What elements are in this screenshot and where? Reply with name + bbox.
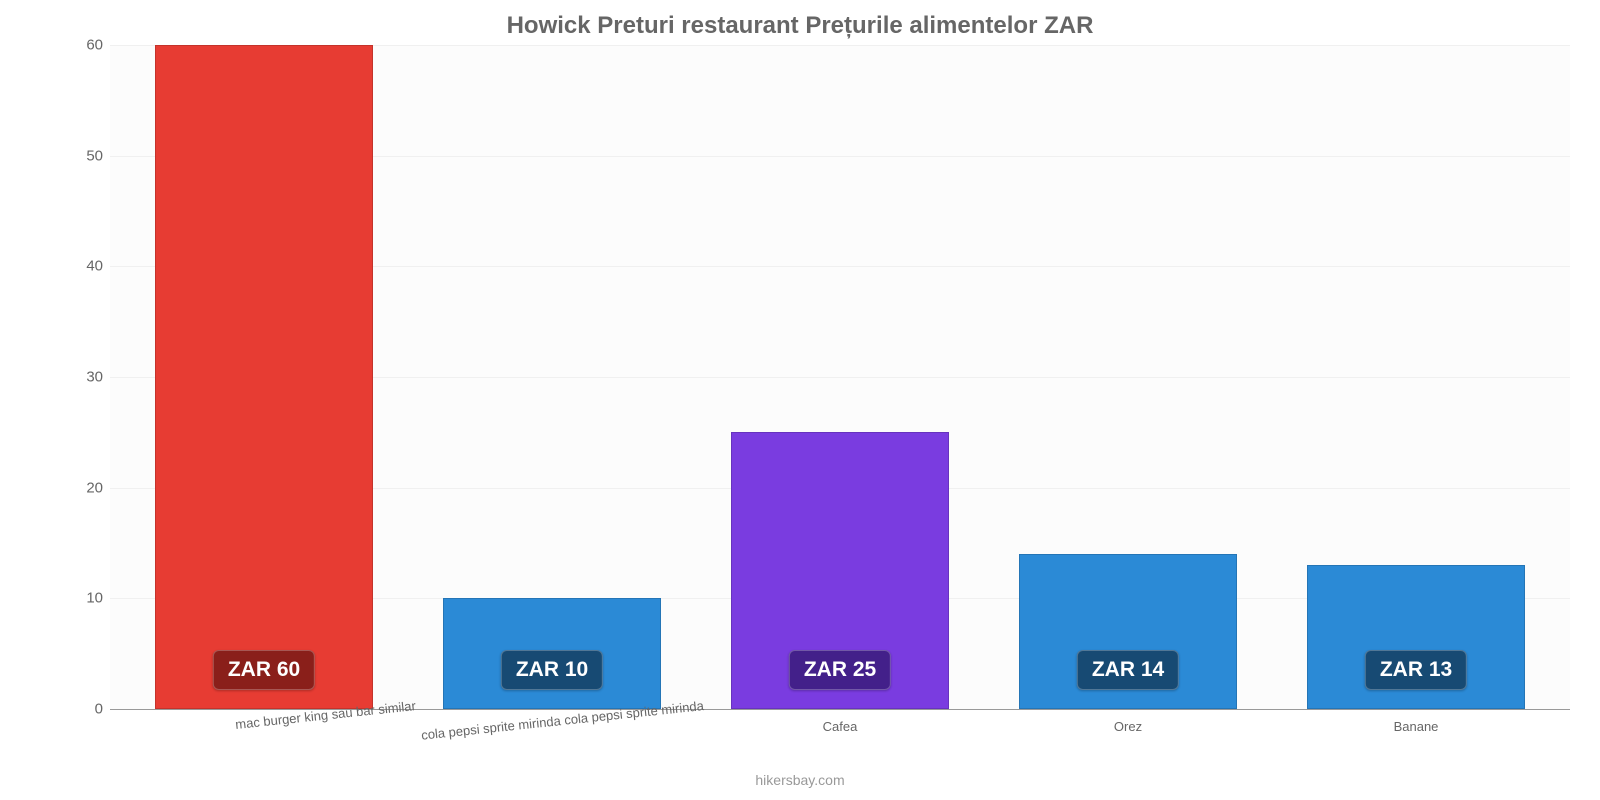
bar: ZAR 13 xyxy=(1307,565,1526,709)
bar: ZAR 14 xyxy=(1019,554,1238,709)
ytick-label: 30 xyxy=(65,369,103,386)
bar: ZAR 25 xyxy=(731,432,950,709)
ytick-label: 60 xyxy=(65,37,103,54)
ytick-label: 20 xyxy=(65,479,103,496)
value-badge: ZAR 13 xyxy=(1365,650,1467,690)
xtick-label: Cafea xyxy=(690,719,990,734)
chart-container: Howick Preturi restaurant Prețurile alim… xyxy=(0,0,1600,800)
source-label: hikersbay.com xyxy=(0,772,1600,788)
plot-area: 0102030405060 ZAR 60mac burger king sau … xyxy=(110,45,1570,710)
ytick-label: 10 xyxy=(65,590,103,607)
ytick-label: 0 xyxy=(65,701,103,718)
value-badge: ZAR 10 xyxy=(501,650,603,690)
bar-slot: ZAR 13Banane xyxy=(1272,45,1560,709)
chart-title: Howick Preturi restaurant Prețurile alim… xyxy=(0,0,1600,46)
bar-slot: ZAR 25Cafea xyxy=(696,45,984,709)
bar-slot: ZAR 60mac burger king sau bar similar xyxy=(120,45,408,709)
ytick-label: 40 xyxy=(65,258,103,275)
value-badge: ZAR 25 xyxy=(789,650,891,690)
bar-slot: ZAR 10cola pepsi sprite mirinda cola pep… xyxy=(408,45,696,709)
bars-group: ZAR 60mac burger king sau bar similarZAR… xyxy=(110,45,1570,709)
value-badge: ZAR 14 xyxy=(1077,650,1179,690)
ytick-label: 50 xyxy=(65,147,103,164)
xtick-label: Banane xyxy=(1266,719,1566,734)
bar-slot: ZAR 14Orez xyxy=(984,45,1272,709)
value-badge: ZAR 60 xyxy=(213,650,315,690)
xtick-label: Orez xyxy=(978,719,1278,734)
bar: ZAR 60 xyxy=(155,45,374,709)
bar: ZAR 10 xyxy=(443,598,662,709)
